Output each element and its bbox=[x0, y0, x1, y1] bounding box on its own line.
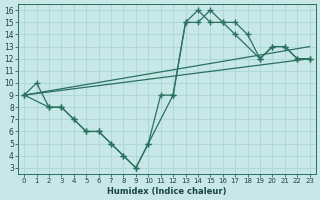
X-axis label: Humidex (Indice chaleur): Humidex (Indice chaleur) bbox=[107, 187, 227, 196]
